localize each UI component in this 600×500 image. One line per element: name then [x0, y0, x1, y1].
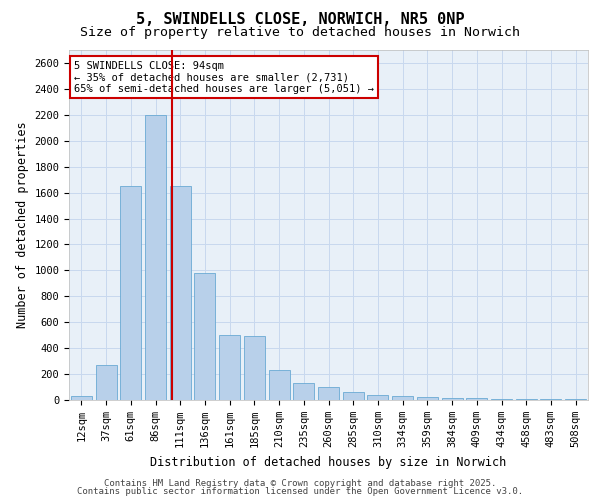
- Text: 5, SWINDELLS CLOSE, NORWICH, NR5 0NP: 5, SWINDELLS CLOSE, NORWICH, NR5 0NP: [136, 12, 464, 28]
- X-axis label: Distribution of detached houses by size in Norwich: Distribution of detached houses by size …: [151, 456, 506, 468]
- Text: Contains HM Land Registry data © Crown copyright and database right 2025.: Contains HM Land Registry data © Crown c…: [104, 478, 496, 488]
- Text: Size of property relative to detached houses in Norwich: Size of property relative to detached ho…: [80, 26, 520, 39]
- Bar: [145, 115, 166, 400]
- Bar: [244, 336, 265, 400]
- Text: 5 SWINDELLS CLOSE: 94sqm
← 35% of detached houses are smaller (2,731)
65% of sem: 5 SWINDELLS CLOSE: 94sqm ← 35% of detach…: [74, 60, 374, 94]
- Bar: [367, 395, 388, 400]
- Bar: [442, 398, 463, 400]
- Bar: [293, 382, 314, 400]
- Bar: [318, 387, 339, 400]
- Text: Contains public sector information licensed under the Open Government Licence v3: Contains public sector information licen…: [77, 487, 523, 496]
- Bar: [71, 396, 92, 400]
- Bar: [343, 392, 364, 400]
- Bar: [120, 186, 141, 400]
- Bar: [466, 398, 487, 400]
- Bar: [170, 186, 191, 400]
- Y-axis label: Number of detached properties: Number of detached properties: [16, 122, 29, 328]
- Bar: [516, 399, 537, 400]
- Bar: [392, 396, 413, 400]
- Bar: [95, 365, 116, 400]
- Bar: [491, 398, 512, 400]
- Bar: [194, 273, 215, 400]
- Bar: [219, 335, 240, 400]
- Bar: [269, 370, 290, 400]
- Bar: [417, 397, 438, 400]
